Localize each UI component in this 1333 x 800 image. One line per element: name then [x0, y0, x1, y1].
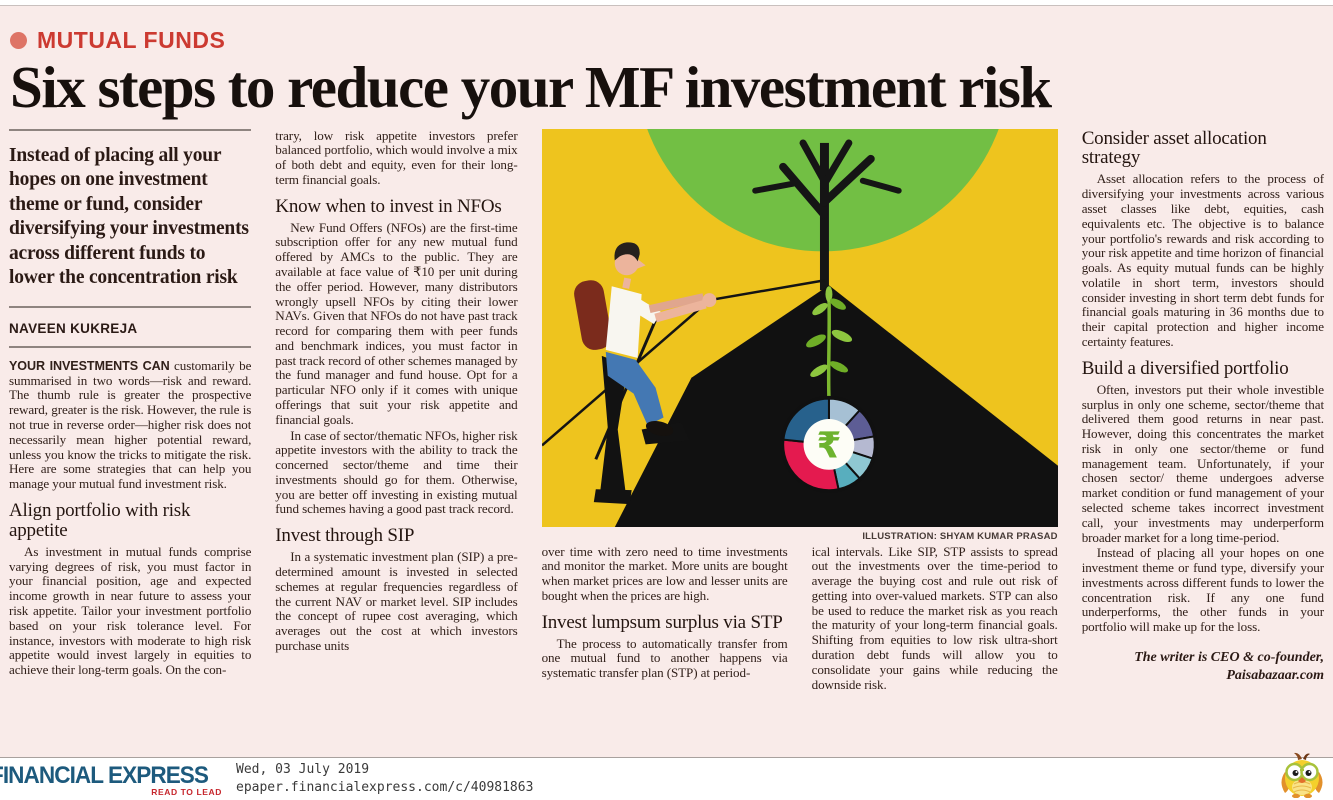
middle-section: ₹ ILLUSTRATION: SHYAM KUMAR PRASAD over … [541, 128, 1058, 737]
paragraph: In a systematic investment plan (SIP) a … [275, 549, 518, 653]
column-3: over time with zero need to time investm… [542, 545, 788, 737]
section-kicker: MUTUAL FUNDS [10, 26, 1323, 53]
owl-logo-icon [1281, 752, 1323, 798]
column-5: Consider asset allocation strategy Asset… [1082, 129, 1324, 737]
paragraph: over time with zero need to time investm… [541, 544, 788, 603]
top-page-strip [0, 0, 1333, 6]
bullet-dot-icon [10, 31, 27, 49]
column-2: trary, low risk appetite investors prefe… [275, 129, 517, 737]
signoff-line2: Paisabazaar.com [1226, 667, 1324, 683]
financial-express-tagline: READ TO LEAD [151, 786, 222, 797]
financial-express-logo-text: FINANCIAL EXPRESS [0, 761, 209, 789]
paragraph: Asset allocation refers to the process o… [1081, 171, 1324, 349]
trekking-pole [594, 318, 657, 460]
epaper-url[interactable]: epaper.financialexpress.com/c/40981863 [236, 780, 534, 795]
subhead-sip: Invest through SIP [275, 525, 415, 547]
paragraph: The process to automatically transfer fr… [541, 635, 788, 681]
pie-chart: ₹ [779, 395, 878, 493]
signoff-line1: The writer is CEO & co-founder, [1134, 650, 1324, 665]
subhead-asset-allocation: Consider asset allocation strategy [1081, 128, 1267, 169]
writer-signoff: The writer is CEO & co-founder, Paisabaz… [1082, 649, 1324, 684]
article-headline: Six steps to reduce your MF investment r… [10, 54, 1052, 120]
article-header: MUTUAL FUNDS Six steps to reduce your MF… [0, 6, 1333, 119]
paragraph: New Fund Offers (NFOs) are the first-tim… [275, 219, 518, 427]
byline: NAVEEN KUKREJA [9, 308, 252, 348]
paragraph: ical intervals. Like SIP, STP assists to… [811, 544, 1058, 692]
epaper-meta: Wed, 03 July 2019 epaper.financialexpres… [236, 761, 533, 797]
paragraph: Often, investors put their whole investi… [1081, 381, 1324, 545]
article-body: Instead of placing all your hopes on one… [0, 119, 1333, 737]
lead-paragraph: YOUR INVESTMENTS CAN customarily be summ… [9, 357, 252, 492]
subhead-risk-appetite: Align portfolio with risk appetite [9, 499, 191, 541]
lead-rest-text: customarily be summarised in two words—r… [9, 357, 252, 492]
subhead-stp: Invest lumpsum surplus via STP [541, 611, 783, 633]
section-label: MUTUAL FUNDS [37, 26, 226, 53]
subhead-nfo: Know when to invest in NFOs [275, 195, 502, 217]
subhead-diversified-portfolio: Build a diversified portfolio [1081, 357, 1289, 379]
lead-in-text: YOUR INVESTMENTS CAN [9, 358, 170, 373]
rupee-icon: ₹ [816, 425, 841, 466]
sapling-icon [805, 285, 852, 398]
epaper-footer: FINANCIAL EXPRESS READ TO LEAD Wed, 03 J… [0, 757, 1333, 800]
paragraph: As investment in mutual funds comprise v… [9, 543, 252, 678]
article-illustration: ₹ [541, 128, 1058, 527]
standfirst: Instead of placing all your hopes on one… [9, 128, 252, 308]
illustration-credit: ILLUSTRATION: SHYAM KUMAR PRASAD [862, 530, 1058, 542]
paragraph: trary, low risk appetite investors prefe… [275, 128, 518, 187]
column-4: ical intervals. Like SIP, STP assists to… [812, 545, 1058, 737]
climber-figure [573, 241, 716, 504]
tree-icon [751, 138, 902, 290]
paragraph: Instead of placing all your hopes on one… [1081, 545, 1324, 635]
financial-express-logo: FINANCIAL EXPRESS READ TO LEAD [0, 762, 222, 797]
edition-date: Wed, 03 July 2019 [236, 761, 370, 777]
column-1: Instead of placing all your hopes on one… [9, 128, 252, 737]
paragraph: In case of sector/thematic NFOs, higher … [275, 427, 518, 517]
